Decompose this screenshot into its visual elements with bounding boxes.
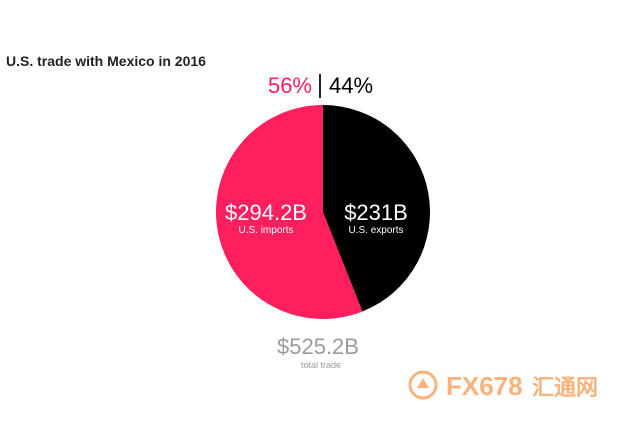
exports-percent-label: 44% — [329, 73, 374, 98]
imports-value-label: $294.2B — [225, 200, 307, 225]
imports-slice-label: $294.2B U.S. imports — [222, 201, 310, 237]
exports-slice-label: $231B U.S. exports — [338, 201, 414, 237]
chart-title: U.S. trade with Mexico in 2016 — [6, 53, 206, 69]
exports-name-label: U.S. exports — [348, 225, 404, 236]
fx678-watermark: FX678 汇通网 — [408, 370, 598, 401]
pie-slice-u-s-imports — [215, 105, 363, 320]
watermark-suffix: 汇通网 — [532, 376, 598, 401]
imports-name-label: U.S. imports — [238, 225, 294, 236]
imports-percent-label: 56% — [267, 73, 312, 98]
fx678-logo-icon — [408, 370, 438, 400]
total-trade-value: $525.2B — [277, 334, 359, 359]
percent-divider — [319, 74, 321, 98]
exports-value-label: $231B — [344, 200, 408, 225]
total-trade-label: total trade — [301, 360, 342, 370]
watermark-text: FX678 — [446, 371, 523, 401]
pie-slice-u-s-exports — [323, 105, 430, 312]
